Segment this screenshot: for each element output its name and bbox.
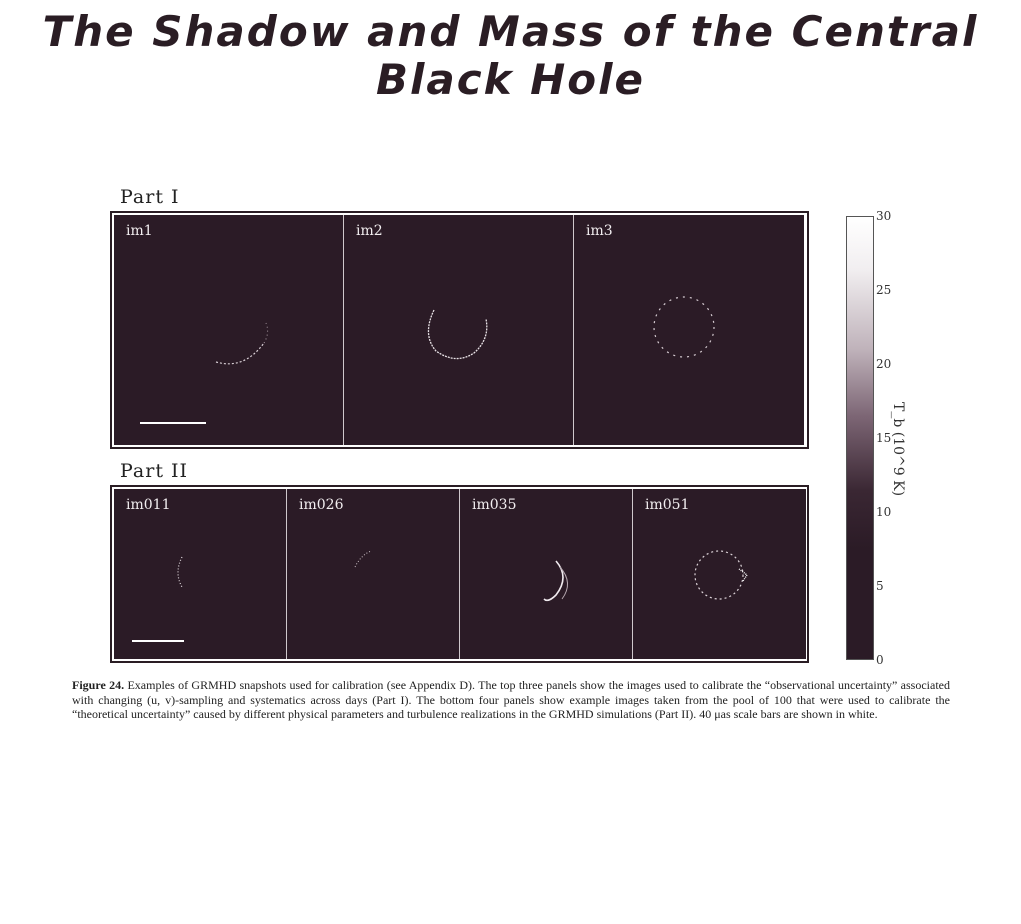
colorbar-tick: 5	[876, 579, 884, 593]
caption-text: Examples of GRMHD snapshots used for cal…	[72, 678, 950, 721]
panel-image	[653, 296, 715, 358]
colorbar-tick: 25	[876, 283, 892, 297]
panel-image	[140, 322, 269, 424]
panel-im026: im026	[287, 489, 460, 659]
colorbar-tick: 30	[876, 209, 892, 223]
panel-im2: im2	[344, 215, 574, 445]
panel-label: im011	[126, 497, 171, 513]
panel-im035: im035	[460, 489, 633, 659]
panel-label: im2	[356, 223, 383, 239]
panel-image	[694, 550, 748, 600]
panel-label: im051	[645, 497, 690, 513]
panel-image	[543, 560, 568, 602]
panel-im1: im1	[114, 215, 344, 445]
part1-frame: im1 im2 im3	[110, 211, 809, 449]
colorbar-tick: 20	[876, 357, 892, 371]
panel-im051: im051	[633, 489, 806, 659]
colorbar-label: T_b (10^9 K)	[890, 402, 906, 497]
colorbar-tick: 15	[876, 431, 892, 445]
figure-caption: Figure 24. Examples of GRMHD snapshots u…	[72, 678, 950, 722]
panel-label: im026	[299, 497, 344, 513]
panel-im3: im3	[574, 215, 804, 445]
panel-label: im3	[586, 223, 613, 239]
caption-figure-number: Figure 24.	[72, 678, 125, 692]
panel-image	[354, 550, 372, 568]
panel-image	[132, 556, 184, 642]
page-title: The Shadow and Mass of the Central Black…	[42, 7, 979, 104]
part1-label: Part I	[120, 186, 180, 208]
part2-label: Part II	[120, 460, 189, 482]
panel-image	[427, 309, 488, 360]
panel-im011: im011	[114, 489, 287, 659]
colorbar	[846, 216, 874, 660]
colorbar-tick: 0	[876, 653, 884, 667]
colorbar-tick: 10	[876, 505, 892, 519]
part2-frame: im011 im026 im035 im051	[110, 485, 809, 663]
panel-label: im035	[472, 497, 517, 513]
panel-label: im1	[126, 223, 153, 239]
